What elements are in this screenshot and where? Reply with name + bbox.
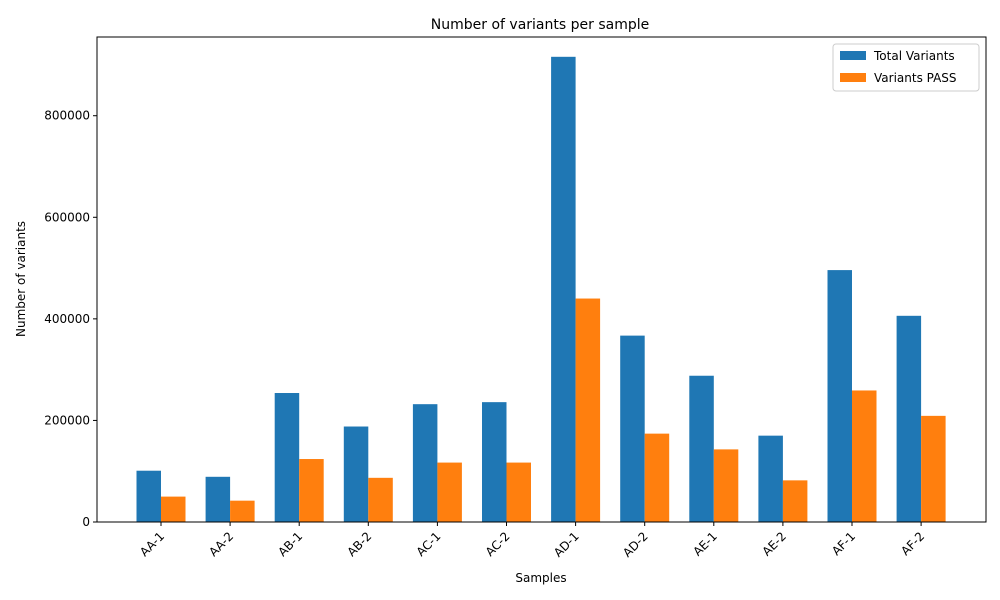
bar-pass-aa-1: [161, 496, 186, 522]
x-tick-label: AF-1: [829, 529, 858, 558]
bar-pass-ae-1: [713, 449, 739, 522]
bar-pass-aa-2: [230, 500, 255, 522]
bar-total-af-1: [827, 270, 852, 522]
bar-pass-ad-1: [575, 298, 601, 522]
legend-label-variants-pass: Variants PASS: [874, 71, 957, 85]
x-tick-label: AF-2: [898, 529, 927, 558]
bars-group: [136, 56, 946, 523]
y-tick-label: 0: [82, 515, 90, 529]
bar-pass-ac-2: [506, 462, 531, 522]
bar-total-ae-1: [689, 375, 714, 522]
bar-total-ae-2: [758, 435, 783, 522]
bar-pass-ab-1: [299, 459, 324, 522]
y-tick-label: 600000: [44, 210, 90, 224]
x-tick-label: AC-2: [483, 529, 513, 559]
bar-total-aa-2: [205, 476, 231, 522]
legend-box: [832, 43, 980, 92]
bar-total-af-2: [896, 315, 922, 522]
bar-total-aa-1: [136, 470, 161, 522]
bar-total-ab-2: [343, 426, 369, 522]
bar-pass-ae-2: [782, 480, 808, 522]
legend-swatch-total-variants: [840, 51, 866, 60]
x-tick-label: AB-2: [344, 529, 374, 559]
bar-total-ac-2: [482, 402, 507, 522]
y-axis-label: Number of variants: [14, 221, 28, 337]
bar-total-ab-1: [274, 393, 300, 522]
y-tick-label: 200000: [44, 413, 90, 427]
bar-total-ad-1: [551, 56, 576, 523]
y-axis: 0 200000 400000 600000 800000: [44, 109, 97, 529]
bar-pass-ac-1: [437, 462, 462, 522]
x-tick-label: AC-1: [414, 529, 444, 559]
x-tick-label: AA-2: [206, 529, 236, 559]
x-axis-label: Samples: [515, 571, 566, 585]
chart-title: Number of variants per sample: [431, 17, 649, 33]
legend-swatch-variants-pass: [840, 73, 866, 82]
y-tick-label: 800000: [44, 109, 90, 123]
bar-pass-ad-2: [644, 433, 670, 522]
y-tick-label: 400000: [44, 312, 90, 326]
legend: Total Variants Variants PASS: [832, 43, 980, 92]
x-tick-label: AB-1: [275, 529, 305, 559]
x-tick-label: AD-1: [551, 529, 582, 560]
x-tick-label: AE-1: [690, 529, 720, 559]
plot-frame: [96, 36, 987, 523]
bar-total-ad-2: [620, 335, 645, 522]
legend-label-total-variants: Total Variants: [873, 49, 955, 63]
x-tick-label: AD-2: [620, 529, 651, 560]
bar-pass-ab-2: [368, 477, 393, 522]
bar-total-ac-1: [412, 404, 438, 522]
bar-pass-af-1: [852, 390, 877, 522]
bar-pass-af-2: [921, 415, 946, 522]
x-axis: AA-1 AA-2 AB-1 AB-2 AC-1 AC-2 AD-1 AD-2 AE-1 AE-2…: [137, 522, 927, 560]
x-tick-label: AA-1: [137, 529, 167, 559]
x-tick-label: AE-2: [759, 529, 789, 559]
